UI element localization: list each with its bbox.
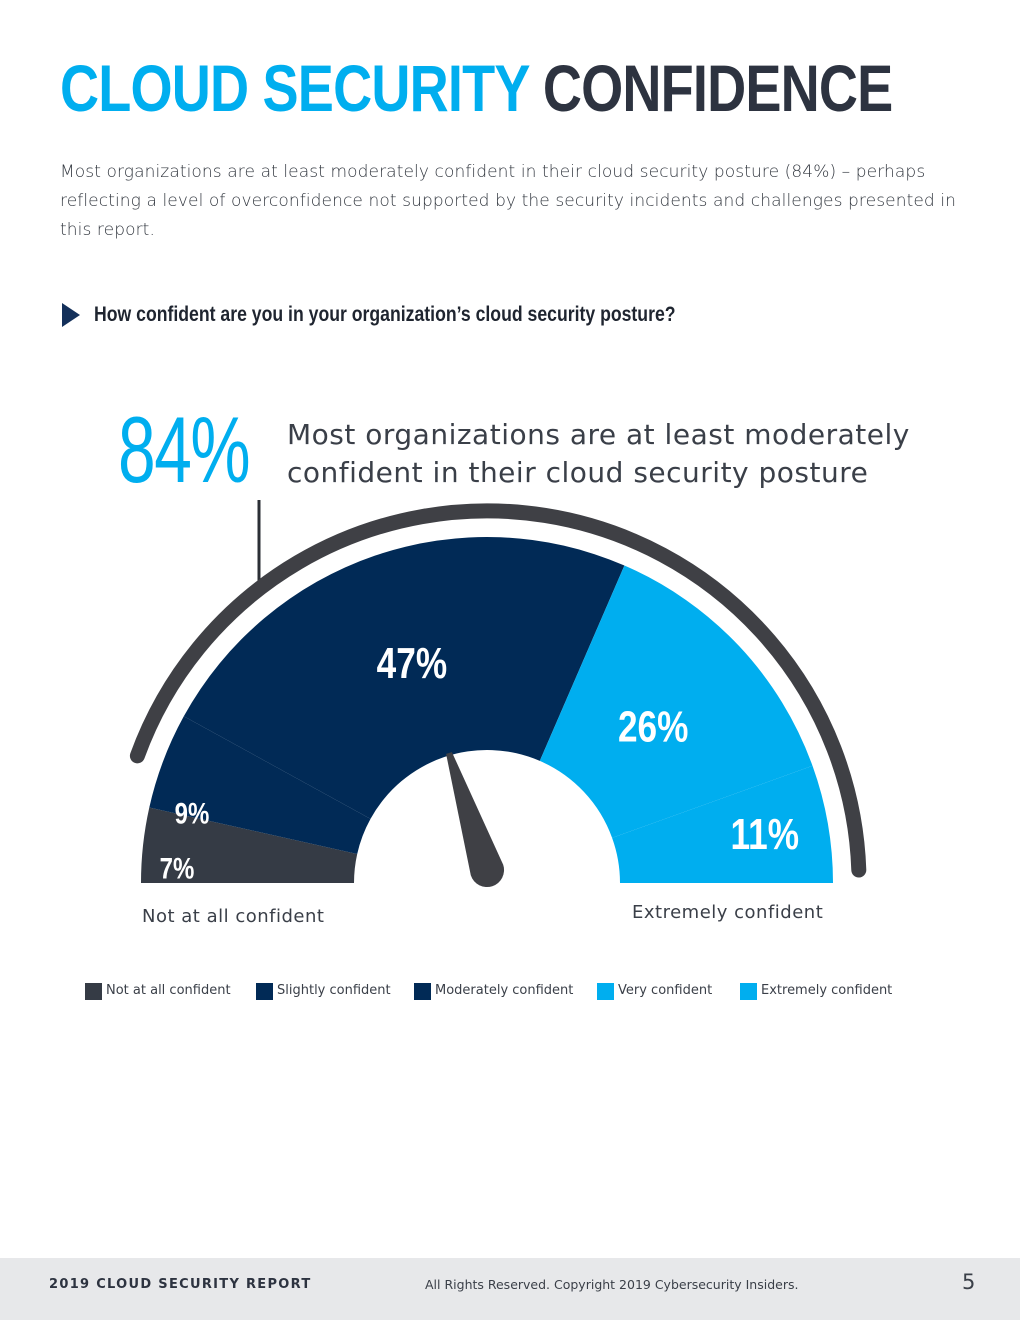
gauge-segment-extremely-confident	[612, 765, 833, 883]
page-footer: 2019 CLOUD SECURITY REPORT All Rights Re…	[0, 1258, 1020, 1320]
legend-swatch	[740, 983, 757, 1000]
footer-report-name: 2019 CLOUD SECURITY REPORT	[49, 1277, 312, 1292]
title-main: CONFIDENCE	[542, 51, 893, 125]
page-number: 5	[962, 1270, 976, 1294]
data-label-moderately-confident: 47%	[377, 639, 447, 688]
gauge-outer-ring	[129, 503, 867, 878]
data-label-slightly-confident: 9%	[175, 796, 210, 830]
data-label-very-confident: 26%	[618, 703, 688, 752]
gauge-segment-moderately-confident	[183, 537, 625, 819]
gauge-needle	[446, 752, 505, 888]
title-accent: CLOUD SECURITY	[60, 51, 529, 125]
intro-paragraph: Most organizations are at least moderate…	[60, 162, 957, 240]
legend-label: Moderately confident	[435, 983, 574, 998]
page-title: CLOUD SECURITY CONFIDENCE	[60, 48, 893, 128]
legend-label: Slightly confident	[277, 983, 391, 998]
axis-label-start: Not at all confident	[142, 906, 324, 927]
legend-swatch	[85, 983, 102, 1000]
legend-label: Extremely confident	[761, 983, 893, 998]
chart-legend: Not at all confident Slightly confident Mo…	[85, 980, 985, 1002]
legend-swatch	[597, 983, 614, 1000]
legend-swatch	[256, 983, 273, 1000]
gauge-segment-very-confident	[539, 565, 813, 838]
legend-swatch	[414, 983, 431, 1000]
highlight-value: 84%	[118, 397, 251, 502]
axis-label-end: Extremely confident	[632, 902, 823, 923]
play-arrow-icon	[62, 303, 80, 327]
gauge-segment-not-at-all-confident	[140, 807, 358, 883]
highlight-text: Most organizations are at least moderate…	[287, 418, 910, 489]
gauge-segment-slightly-confident	[149, 716, 371, 854]
gauge-chart: 7% 9% 47% 26% 11% Not at all confident Extre…	[129, 500, 867, 927]
data-label-not-at-all-confident: 7%	[160, 851, 195, 885]
legend-label: Not at all confident	[106, 983, 231, 998]
footer-copyright: All Rights Reserved. Copyright 2019 Cybe…	[425, 1277, 799, 1292]
data-label-extremely-confident: 11%	[731, 810, 799, 859]
legend-label: Very confident	[618, 983, 713, 998]
question-text: How confident are you in your organizati…	[94, 303, 676, 326]
